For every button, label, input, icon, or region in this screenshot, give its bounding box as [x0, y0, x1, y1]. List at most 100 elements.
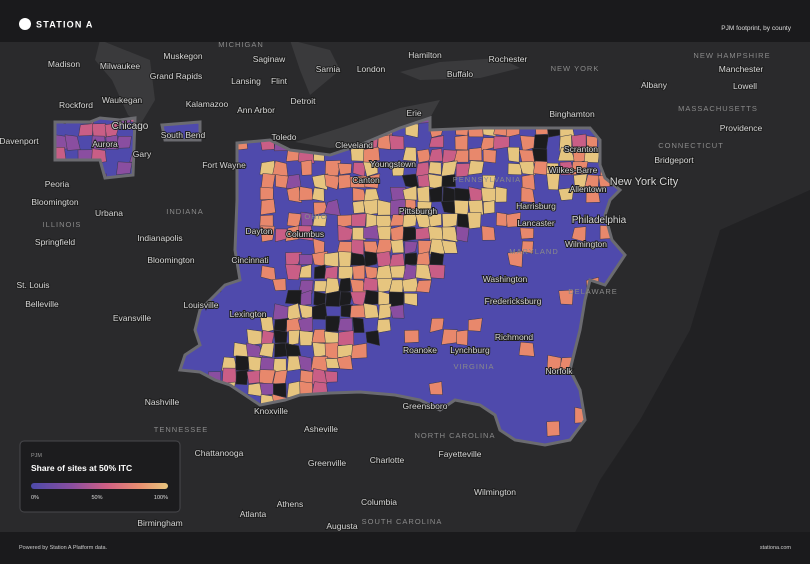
- county: [311, 251, 328, 267]
- ocean: [560, 190, 810, 564]
- place-label: Grand Rapids: [150, 71, 202, 81]
- county: [272, 160, 289, 177]
- county: [416, 251, 431, 267]
- county: [441, 213, 458, 229]
- county: [493, 135, 510, 150]
- place-label: Bloomington: [147, 255, 195, 265]
- place-label: Madison: [48, 59, 80, 69]
- county: [518, 161, 536, 176]
- legend-gradient: [31, 483, 168, 489]
- place-label: Greensboro: [403, 401, 448, 411]
- county: [453, 149, 469, 163]
- county: [363, 224, 380, 240]
- place-label: Youngstown: [370, 159, 416, 169]
- county: [481, 225, 496, 241]
- place-label: Birmingham: [137, 518, 182, 528]
- place-label: Bloomington: [31, 197, 79, 207]
- county: [376, 318, 392, 334]
- county: [584, 147, 600, 163]
- county: [415, 263, 432, 280]
- place-label: Roanoke: [403, 345, 437, 355]
- place-label: Athens: [277, 499, 303, 509]
- brand: STATION A: [36, 20, 94, 30]
- place-label: Allentown: [570, 184, 607, 194]
- county: [390, 199, 407, 216]
- region-label: NEW HAMPSHIRE: [693, 51, 770, 60]
- place-label: Lancaster: [517, 218, 554, 228]
- place-label: Erie: [406, 108, 421, 118]
- place-label: Aurora: [92, 139, 118, 149]
- region-label: TENNESSEE: [154, 425, 208, 434]
- county: [441, 329, 459, 345]
- county: [417, 201, 433, 216]
- county: [288, 329, 300, 346]
- place-label: Atlanta: [240, 509, 267, 519]
- county: [417, 240, 432, 255]
- county: [338, 174, 352, 190]
- county: [259, 382, 275, 396]
- place-label: Cleveland: [335, 140, 373, 150]
- county: [352, 264, 366, 280]
- county: [405, 198, 417, 214]
- county: [311, 173, 329, 191]
- county: [363, 302, 380, 319]
- place-label: New York City: [610, 176, 679, 188]
- county: [362, 277, 379, 292]
- place-label: Binghamton: [549, 109, 595, 119]
- place-label: Asheville: [304, 424, 338, 434]
- county: [376, 251, 392, 267]
- county: [298, 254, 314, 265]
- county: [351, 213, 367, 227]
- place-label: Lexington: [230, 309, 267, 319]
- county: [352, 227, 367, 241]
- county: [456, 225, 470, 243]
- county: [482, 148, 497, 164]
- county: [402, 146, 417, 162]
- county: [404, 252, 418, 266]
- county: [521, 174, 536, 191]
- county: [258, 369, 276, 385]
- place-label: Bridgeport: [654, 155, 694, 165]
- place-label: Springfield: [35, 237, 75, 247]
- legend-tick: 50%: [91, 495, 102, 501]
- county: [467, 317, 483, 332]
- county: [546, 173, 560, 191]
- county: [324, 330, 340, 344]
- footer-site: stationa.com: [760, 545, 792, 551]
- county: [352, 317, 365, 333]
- county: [105, 134, 119, 150]
- region-label: SOUTH CAROLINA: [362, 517, 443, 526]
- county: [363, 251, 380, 267]
- county: [260, 225, 276, 243]
- county: [495, 186, 508, 203]
- county: [337, 163, 352, 175]
- place-label: South Bend: [161, 130, 206, 140]
- county: [378, 303, 392, 320]
- county: [116, 136, 132, 149]
- place-label: Buffalo: [447, 69, 474, 79]
- county: [235, 369, 249, 386]
- county: [352, 200, 365, 214]
- place-label: Lynchburg: [450, 345, 490, 355]
- county: [363, 289, 380, 306]
- legend-eyebrow: PJM: [31, 453, 42, 459]
- place-label: Wilkes-Barre: [549, 165, 598, 175]
- county: [235, 355, 251, 372]
- county: [313, 264, 326, 279]
- county: [339, 291, 354, 307]
- place-label: Hamilton: [408, 50, 442, 60]
- county: [467, 199, 484, 216]
- county: [585, 186, 601, 203]
- county: [351, 239, 365, 256]
- county: [507, 146, 520, 163]
- place-label: Cincinnati: [231, 255, 268, 265]
- region-label: CONNECTICUT: [658, 141, 724, 150]
- county: [467, 160, 485, 176]
- place-label: Kalamazoo: [186, 99, 229, 109]
- county: [479, 137, 497, 152]
- region-label: NORTH CAROLINA: [415, 431, 496, 440]
- county: [507, 162, 522, 176]
- county: [376, 215, 393, 229]
- place-label: Fayetteville: [439, 449, 482, 459]
